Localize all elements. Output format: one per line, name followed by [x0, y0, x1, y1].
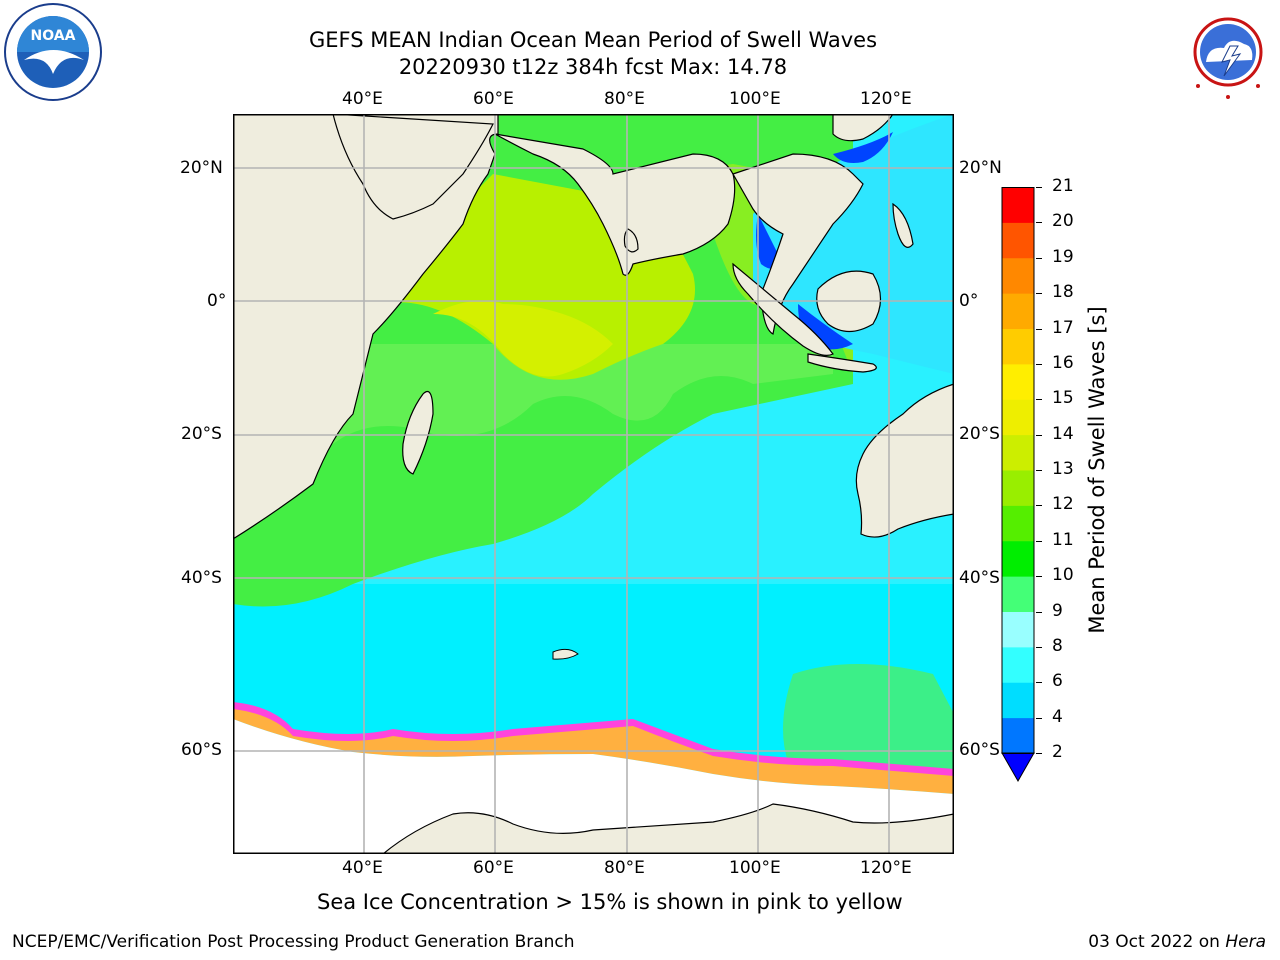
colorbar-tick-mark	[1036, 682, 1042, 684]
antarctica-land	[381, 803, 955, 855]
colorbar-tick-mark	[1036, 222, 1042, 224]
colorbar-band	[1002, 222, 1034, 259]
lat-tick-left: 20°S	[181, 424, 222, 444]
lat-tick-right: 40°S	[959, 568, 1000, 588]
colorbar-band	[1002, 611, 1034, 648]
colorbar-tick-mark	[1036, 257, 1042, 259]
colorbar-band	[1002, 363, 1034, 400]
arabia-land	[332, 113, 494, 220]
colorbar-tick-mark	[1036, 540, 1042, 542]
footer-host: Hera	[1225, 932, 1266, 952]
colorbar-tick-label: 4	[1052, 706, 1063, 727]
colorbar	[1000, 187, 1036, 783]
colorbar-tick-label: 20	[1052, 211, 1074, 232]
colorbar-tick-label: 15	[1052, 388, 1074, 409]
map-panel	[232, 113, 955, 855]
lat-tick-right: 20°S	[959, 424, 1000, 444]
colorbar-label-wrap: Mean Period of Swell Waves [s]	[1072, 190, 1122, 750]
map-frame	[233, 114, 954, 854]
colorbar-frame	[1001, 187, 1035, 754]
colorbar-band	[1002, 399, 1034, 436]
footer-date-text: 03 Oct 2022 on	[1088, 932, 1226, 952]
colorbar-tick-label: 10	[1052, 565, 1074, 586]
colorbar-band	[1002, 540, 1034, 577]
colorbar-tick-label: 14	[1052, 423, 1074, 444]
colorbar-tick-mark	[1036, 753, 1042, 754]
colorbar-band	[1002, 646, 1034, 683]
colorbar-tick-label: 18	[1052, 282, 1074, 303]
colorbar-tick-label: 17	[1052, 317, 1074, 338]
colorbar-band	[1002, 187, 1034, 223]
colorbar-tick-mark	[1036, 328, 1042, 330]
colorbar-band	[1002, 434, 1034, 471]
colorbar-band	[1002, 470, 1034, 506]
colorbar-tick-label: 9	[1052, 600, 1063, 621]
colorbar-band	[1002, 717, 1034, 754]
colorbar-tick-label: 16	[1052, 352, 1074, 373]
colorbar-band	[1002, 293, 1034, 329]
lat-tick-left: 40°S	[181, 568, 222, 588]
colorbar-tick-label: 12	[1052, 494, 1074, 515]
lon-tick-top: 100°E	[729, 89, 781, 109]
india-land	[494, 133, 736, 276]
colorbar-tick-label: 6	[1052, 671, 1063, 692]
colorbar-band	[1002, 328, 1034, 365]
lat-tick-left: 60°S	[181, 740, 222, 760]
colorbar-tick-mark	[1036, 363, 1042, 365]
colorbar-tick-label: 21	[1052, 176, 1074, 196]
lon-tick-bottom: 100°E	[729, 858, 781, 878]
colorbar-band	[1002, 505, 1034, 542]
lat-tick-left: 20°N	[180, 158, 223, 178]
colorbar-tick-mark	[1036, 717, 1042, 719]
colorbar-tick-mark	[1036, 399, 1042, 401]
lon-tick-bottom: 40°E	[342, 858, 383, 878]
madagascar-land	[402, 390, 434, 475]
chart-title: GEFS MEAN Indian Ocean Mean Period of Sw…	[308, 28, 878, 52]
lat-tick-left: 0°	[207, 291, 227, 311]
colorbar-tick-label: 11	[1052, 529, 1074, 550]
noaa-logo: NOAA	[2, 2, 104, 102]
colorbar-under-arrow	[1001, 752, 1035, 783]
colorbar-tick-mark	[1036, 187, 1042, 188]
lon-tick-top: 120°E	[860, 89, 912, 109]
nws-logo	[1178, 2, 1278, 102]
lat-tick-right: 60°S	[959, 740, 1000, 760]
colorbar-tick-label: 8	[1052, 635, 1063, 656]
colorbar-tick-label: 13	[1052, 459, 1074, 479]
colorbar-tick-mark	[1036, 470, 1042, 471]
footer-date: 03 Oct 2022 on Hera	[1088, 932, 1266, 952]
australia-land	[855, 383, 955, 538]
colorbar-tick-mark	[1036, 646, 1042, 648]
lon-tick-bottom: 120°E	[860, 858, 912, 878]
footer-credit: NCEP/EMC/Verification Post Processing Pr…	[12, 932, 575, 952]
colorbar-tick-mark	[1036, 434, 1042, 436]
se-asia-land	[732, 153, 864, 335]
lon-tick-bottom: 80°E	[604, 858, 645, 878]
colorbar-tick-label: 2	[1052, 742, 1063, 762]
lon-tick-top: 40°E	[342, 89, 383, 109]
noaa-logo-text: NOAA	[31, 28, 76, 44]
colorbar-label: Mean Period of Swell Waves [s]	[1085, 306, 1109, 634]
colorbar-band	[1002, 682, 1034, 719]
graticule	[233, 114, 954, 854]
colorbar-tick-mark	[1036, 293, 1042, 295]
lat-tick-right: 0°	[959, 291, 979, 311]
sea-ice-caption: Sea Ice Concentration > 15% is shown in …	[317, 890, 903, 914]
colorbar-tick-mark	[1036, 611, 1042, 613]
colorbar-band	[1002, 257, 1034, 294]
chart-subtitle: 20220930 t12z 384h fcst Max: 14.78	[398, 55, 788, 79]
lon-tick-bottom: 60°E	[473, 858, 514, 878]
lat-tick-right: 20°N	[959, 158, 1002, 178]
lon-tick-top: 60°E	[473, 89, 514, 109]
colorbar-tick-label: 19	[1052, 246, 1074, 267]
sea-ice-edge	[233, 704, 954, 794]
colorbar-tick-mark	[1036, 576, 1042, 578]
colorbar-band	[1002, 576, 1034, 612]
lon-tick-top: 80°E	[604, 89, 645, 109]
colorbar-tick-mark	[1036, 505, 1042, 507]
